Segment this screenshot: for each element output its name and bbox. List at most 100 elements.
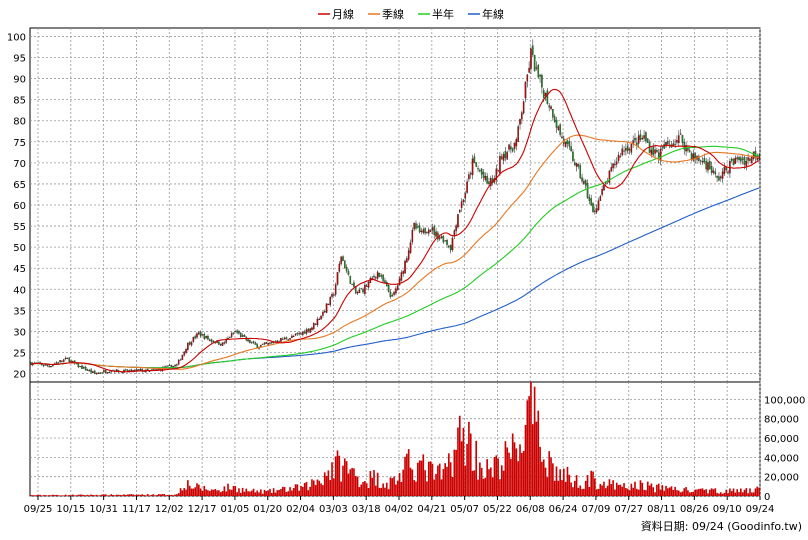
volume-bar bbox=[590, 470, 593, 496]
volume-bar bbox=[225, 491, 228, 496]
volume-bar bbox=[395, 484, 397, 496]
candle-body bbox=[614, 164, 616, 166]
price-y-tick-label: 50 bbox=[13, 243, 26, 254]
volume-bar bbox=[546, 477, 549, 496]
volume-bar bbox=[603, 481, 605, 496]
candle-body bbox=[584, 180, 587, 186]
candle-body bbox=[573, 162, 576, 166]
candle-body bbox=[564, 141, 567, 147]
candle-body bbox=[442, 236, 445, 243]
volume-bar bbox=[83, 495, 85, 496]
volume-bar bbox=[95, 494, 98, 496]
volume-bar bbox=[475, 440, 478, 496]
volume-bar bbox=[444, 463, 447, 496]
volume-bar bbox=[506, 447, 509, 496]
price-y-tick-label: 95 bbox=[13, 54, 26, 65]
candle-body bbox=[646, 138, 649, 143]
volume-bar bbox=[688, 492, 691, 496]
candle-body bbox=[533, 55, 536, 72]
volume-bar bbox=[672, 489, 675, 496]
candle-body bbox=[541, 75, 543, 88]
candle-body bbox=[513, 142, 516, 149]
volume-bar bbox=[469, 433, 472, 496]
candle-body bbox=[714, 171, 717, 175]
volume-bar bbox=[143, 494, 145, 496]
candle-body bbox=[730, 158, 733, 161]
volume-bar bbox=[51, 494, 54, 496]
candle-body bbox=[70, 360, 72, 363]
volume-bar bbox=[614, 489, 616, 496]
volume-bar bbox=[353, 468, 355, 496]
volume-bar bbox=[555, 466, 558, 496]
volume-bar bbox=[433, 479, 436, 496]
candle-body bbox=[417, 226, 419, 228]
volume-bar bbox=[210, 489, 213, 496]
volume-bar bbox=[258, 492, 260, 496]
volume-bar bbox=[177, 493, 180, 496]
candle-body bbox=[692, 153, 695, 161]
candle-body bbox=[380, 275, 383, 277]
candle-body bbox=[68, 357, 71, 362]
volume-bar bbox=[73, 495, 76, 496]
candle-body bbox=[322, 311, 324, 316]
candle-body bbox=[555, 119, 558, 128]
candle-body bbox=[688, 150, 691, 153]
x-tick-label: 06/08 bbox=[516, 504, 545, 515]
candle-body bbox=[238, 331, 240, 334]
candle-body bbox=[280, 338, 282, 342]
candle-body bbox=[353, 282, 355, 287]
candle-body bbox=[464, 193, 467, 199]
candle-body bbox=[557, 126, 560, 130]
volume-bar bbox=[637, 489, 640, 496]
volume-bar bbox=[298, 490, 301, 496]
volume-bar bbox=[692, 491, 695, 496]
x-tick-label: 09/25 bbox=[24, 504, 53, 515]
volume-bar bbox=[674, 486, 676, 496]
volume-bar bbox=[376, 472, 379, 496]
volume-bar bbox=[300, 485, 302, 496]
candle-body bbox=[590, 198, 592, 206]
volume-y-tick-label: 20,000 bbox=[764, 473, 799, 484]
volume-bar bbox=[446, 466, 448, 496]
candle-body bbox=[407, 250, 410, 260]
volume-y-tick-label: 100,000 bbox=[764, 395, 805, 406]
candle-body bbox=[73, 360, 76, 364]
candle-body bbox=[661, 146, 664, 148]
volume-bar bbox=[312, 480, 315, 496]
candle-body bbox=[526, 74, 529, 82]
volume-bar bbox=[488, 469, 490, 496]
volume-bar bbox=[522, 450, 525, 496]
candle-body bbox=[497, 170, 499, 172]
candle-body bbox=[83, 367, 85, 369]
volume-bar bbox=[676, 490, 678, 496]
price-y-tick-label: 60 bbox=[13, 201, 26, 212]
candle-body bbox=[298, 333, 300, 335]
candle-body bbox=[599, 196, 602, 201]
volume-bar bbox=[429, 461, 432, 496]
volume-bar bbox=[101, 494, 103, 496]
volume-bar bbox=[597, 488, 600, 496]
candle-body bbox=[488, 181, 490, 185]
volume-bar bbox=[119, 495, 122, 496]
x-tick-label: 06/24 bbox=[549, 504, 578, 515]
candle-body bbox=[548, 105, 551, 108]
candle-body bbox=[104, 369, 107, 373]
candle-body bbox=[285, 337, 288, 340]
candle-body bbox=[387, 285, 390, 292]
candle-body bbox=[743, 157, 746, 165]
x-tick-label: 12/02 bbox=[155, 504, 184, 515]
volume-bar bbox=[55, 494, 58, 496]
volume-bar bbox=[707, 493, 709, 496]
candle-body bbox=[480, 168, 483, 175]
volume-bar bbox=[667, 488, 669, 496]
candle-body bbox=[92, 371, 94, 374]
volume-bar bbox=[205, 489, 207, 496]
candle-body bbox=[135, 369, 138, 371]
volume-bar bbox=[367, 488, 370, 496]
candle-body bbox=[415, 223, 417, 229]
candle-body bbox=[656, 150, 658, 153]
volume-bar bbox=[176, 494, 178, 496]
volume-bar bbox=[641, 482, 644, 496]
volume-bar bbox=[511, 433, 514, 496]
candle-body bbox=[745, 161, 748, 168]
